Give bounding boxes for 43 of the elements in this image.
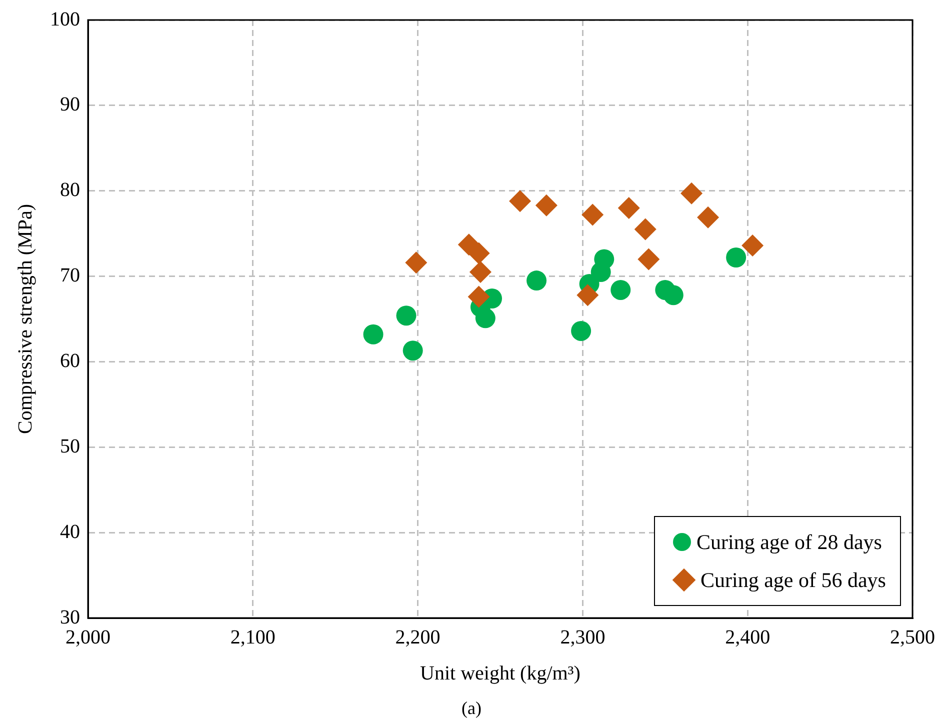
- point: [638, 248, 660, 270]
- y-axis-title: Compressive strength (MPa): [14, 204, 36, 434]
- legend-label: Curing age of 56 days: [700, 568, 886, 592]
- point: [582, 204, 604, 226]
- point: [742, 234, 764, 257]
- point: [526, 270, 547, 291]
- point: [405, 252, 428, 274]
- point: [571, 320, 592, 341]
- point: [610, 280, 631, 300]
- y-tick-label: 60: [60, 350, 80, 372]
- point: [363, 324, 384, 344]
- y-tick-label: 80: [60, 179, 80, 202]
- y-tick-label: 40: [60, 520, 80, 543]
- x-tick-label: 2,100: [230, 626, 276, 648]
- point: [590, 262, 611, 282]
- x-tick-label: 2,400: [725, 626, 770, 648]
- point: [618, 196, 640, 219]
- x-tick-label: 2,000: [66, 626, 110, 648]
- point: [475, 308, 496, 328]
- point: [697, 206, 720, 228]
- x-axis-title: Unit weight (kg/m³): [420, 662, 580, 684]
- point: [469, 261, 492, 284]
- point: [663, 285, 684, 306]
- x-tick-label: 2,200: [395, 626, 440, 648]
- point: [402, 340, 423, 361]
- point: [468, 286, 490, 308]
- x-tick-label: 2,500: [890, 626, 935, 648]
- legend-label: Curing age of 28 days: [696, 530, 882, 554]
- y-tick-label: 50: [60, 435, 80, 458]
- point: [680, 182, 703, 204]
- y-tick-label: 100: [50, 8, 80, 30]
- point: [576, 284, 599, 306]
- text: (a): [460, 698, 482, 719]
- x-tick-label: 2,300: [560, 626, 606, 648]
- y-tick-label: 30: [60, 606, 80, 628]
- point: [468, 242, 490, 264]
- y-tick-label: 90: [60, 94, 80, 116]
- point: [535, 194, 558, 216]
- point: [509, 190, 532, 212]
- point: [726, 247, 746, 268]
- y-tick-label: 70: [60, 264, 80, 287]
- point: [634, 218, 656, 240]
- point: [396, 306, 416, 326]
